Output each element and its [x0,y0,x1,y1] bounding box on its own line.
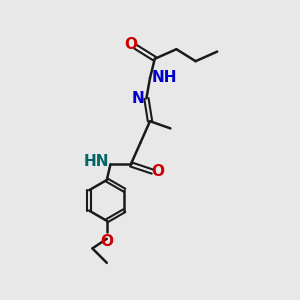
Text: O: O [100,234,113,249]
Text: O: O [151,164,164,179]
Text: NH: NH [151,70,177,86]
Text: HN: HN [84,154,109,169]
Text: O: O [124,37,137,52]
Text: N: N [132,91,144,106]
